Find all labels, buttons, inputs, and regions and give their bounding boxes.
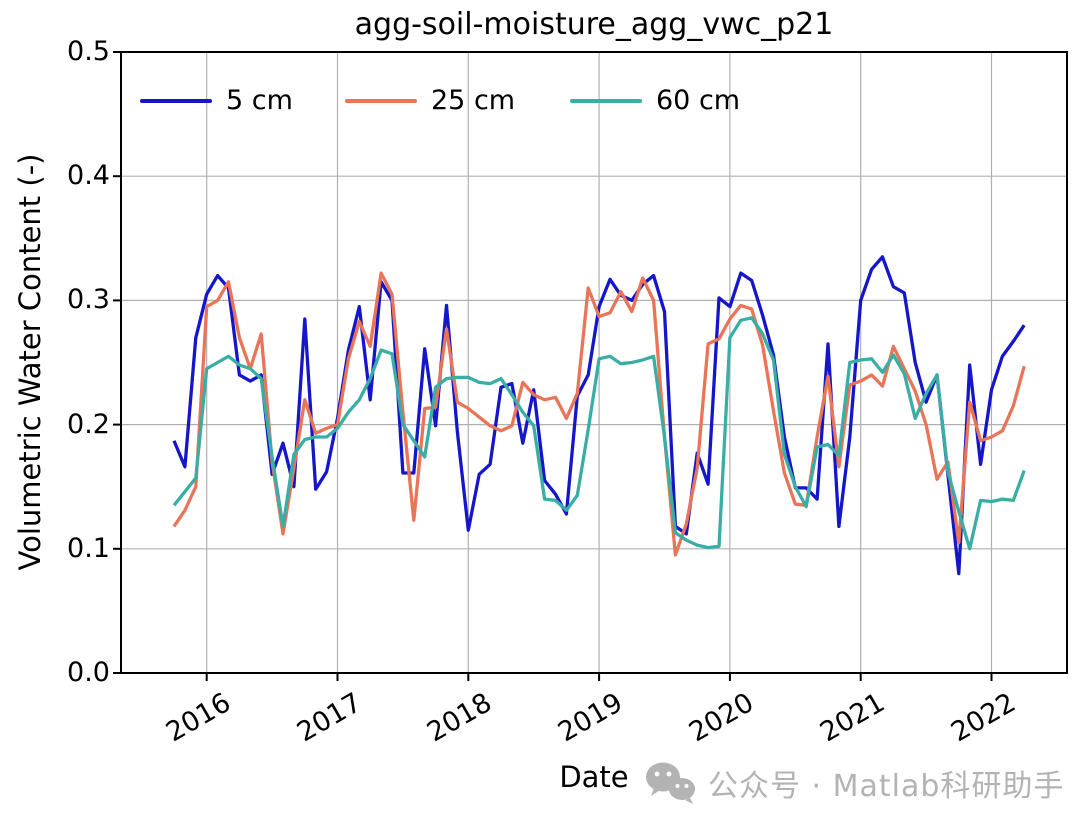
legend-item-60cm: 60 cm: [570, 85, 740, 116]
watermark-text: 公众号 · Matlab科研助手: [708, 769, 1065, 804]
series-line-60-cm: [172, 316, 1026, 551]
legend-label-5cm: 5 cm: [226, 85, 293, 116]
y-tick-label: 0.1: [67, 532, 110, 564]
legend-item-25cm: 25 cm: [345, 85, 515, 116]
legend-line-5cm: [140, 98, 212, 103]
axes-spines: [120, 51, 1068, 674]
y-tick-label: 0.0: [67, 657, 110, 688]
series-line-5-cm: [172, 255, 1026, 576]
y-tick-label: 0.3: [67, 284, 110, 316]
series-line-25-cm: [172, 271, 1026, 557]
watermark: 公众号 · Matlab科研助手: [644, 760, 1064, 806]
x-axis-label: Date: [559, 760, 629, 794]
y-tick-label: 0.2: [67, 408, 110, 440]
legend-line-25cm: [345, 98, 417, 103]
wechat-icon: [646, 762, 695, 804]
legend-item-5cm: 5 cm: [140, 85, 293, 116]
y-tick-label: 0.4: [67, 160, 110, 192]
y-axis-label: Volumetric Water Content (-): [13, 153, 47, 571]
legend-label-25cm: 25 cm: [431, 85, 516, 116]
legend-line-60cm: [570, 98, 642, 103]
y-tick-label: 0.5: [67, 36, 110, 67]
legend-label-60cm: 60 cm: [656, 85, 741, 116]
chart-title: agg-soil-moisture_agg_vwc_p21: [354, 7, 834, 42]
